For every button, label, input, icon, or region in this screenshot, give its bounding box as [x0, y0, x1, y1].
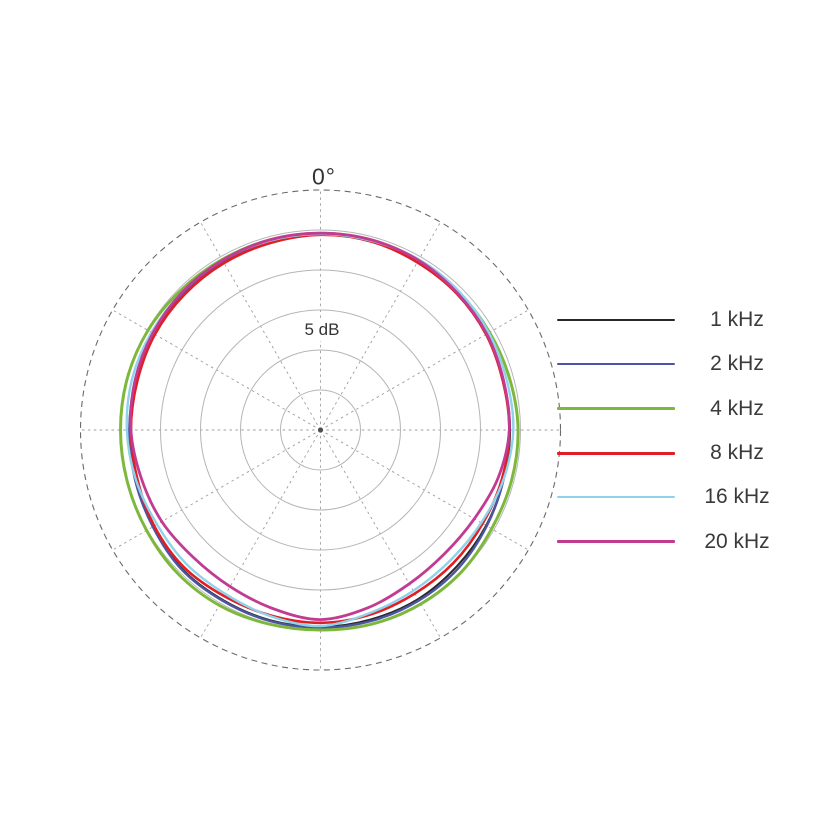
legend-swatch [557, 496, 675, 499]
legend-label: 8 kHz [710, 441, 764, 465]
legend: 1 kHz 2 kHz 4 kHz 8 kHz 16 kHz 20 kHz [557, 298, 775, 564]
legend-label: 16 kHz [704, 485, 770, 509]
legend-item: 1 kHz [557, 298, 775, 342]
legend-swatch [557, 451, 675, 455]
polar-grid-ring [240, 349, 401, 511]
legend-label: 20 kHz [704, 529, 770, 553]
legend-label: 4 kHz [710, 396, 764, 420]
legend-label: 1 kHz [710, 308, 764, 332]
legend-swatch [557, 363, 675, 366]
angle-0-label: 0° [312, 163, 336, 190]
legend-item: 2 kHz [557, 342, 775, 386]
polar-center-dot [317, 427, 324, 433]
polar-outer-boundary-ring [79, 189, 562, 671]
legend-item: 20 kHz [557, 519, 775, 563]
series-curve-16-khz [125, 232, 515, 628]
legend-item: 4 kHz [557, 387, 775, 431]
legend-label: 2 kHz [710, 352, 764, 376]
legend-item: 8 kHz [557, 431, 775, 475]
legend-swatch [557, 319, 675, 322]
radial-scale-label: 5 dB [299, 319, 345, 341]
polar-grid-ring [280, 389, 361, 471]
polar-grid-ring [200, 309, 441, 551]
legend-swatch [557, 407, 675, 411]
legend-swatch [557, 540, 675, 544]
series-curve-20-khz [129, 231, 511, 622]
legend-item: 16 kHz [557, 475, 775, 519]
polar-grid-ring [160, 269, 481, 591]
